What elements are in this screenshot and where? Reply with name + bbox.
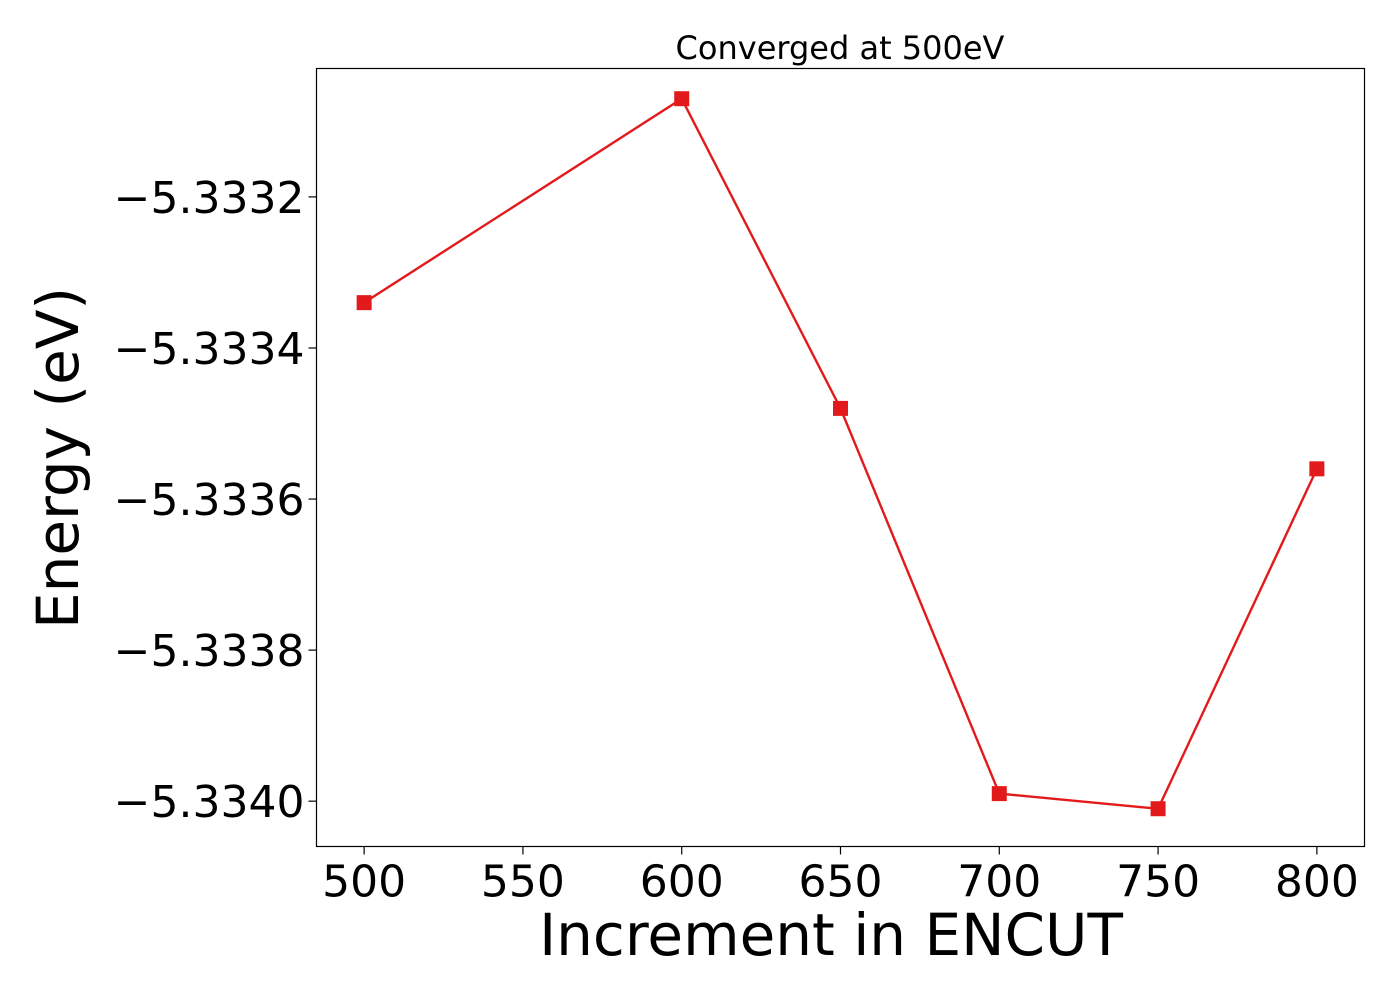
data-point-marker xyxy=(356,295,372,311)
x-tick-label: 550 xyxy=(481,857,565,908)
y-axis-label: Energy (eV) xyxy=(24,287,92,629)
series-line xyxy=(363,96,1318,811)
x-tick-label: 600 xyxy=(640,857,724,908)
data-point-marker xyxy=(1309,461,1325,477)
plot-frame xyxy=(315,67,1366,848)
data-point-marker xyxy=(674,91,690,107)
data-point-marker xyxy=(833,400,848,416)
x-tick-label: 750 xyxy=(1116,857,1200,908)
chart-title: Converged at 500eV xyxy=(676,29,1005,67)
data-point-marker xyxy=(1150,801,1166,817)
x-axis-label: Increment in ENCUT xyxy=(539,901,1123,969)
x-tick-label: 800 xyxy=(1275,857,1359,908)
data-point-marker xyxy=(991,786,1007,802)
x-tick-label: 700 xyxy=(957,857,1041,908)
y-tick-label: −5.3332 xyxy=(114,173,305,224)
y-tick-label: −5.3336 xyxy=(114,475,305,526)
y-tick-label: −5.3338 xyxy=(114,626,305,677)
y-tick-label: −5.3334 xyxy=(114,324,305,375)
y-tick-label: −5.3340 xyxy=(114,777,305,828)
x-tick-label: 650 xyxy=(799,857,883,908)
x-tick-label: 500 xyxy=(322,857,406,908)
